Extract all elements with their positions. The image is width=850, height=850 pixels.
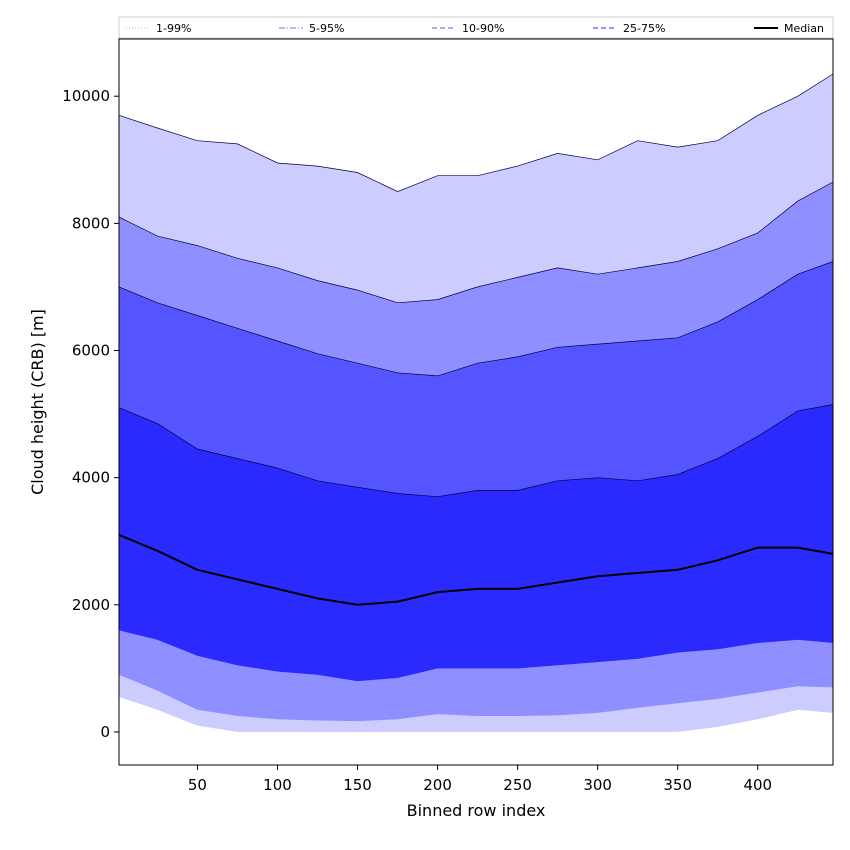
x-axis: 50 100 150 200 250 300 350 400 [188, 765, 772, 794]
legend-label: 5-95% [309, 22, 344, 35]
y-tick-label: 10000 [62, 87, 110, 105]
x-tick-label: 200 [423, 776, 452, 794]
x-tick-label: 250 [503, 776, 532, 794]
legend-item: Median [754, 22, 824, 35]
x-tick-label: 400 [743, 776, 772, 794]
legend-label: 10-90% [462, 22, 504, 35]
y-axis-label: Cloud height (CRB) [m] [28, 309, 47, 495]
median-line [118, 533, 834, 606]
y-tick-label: 8000 [72, 214, 110, 232]
band-upper-edge-10-90% [118, 261, 834, 377]
y-tick-label: 2000 [72, 596, 110, 614]
x-tick-label: 350 [663, 776, 692, 794]
y-tick-label: 4000 [72, 469, 110, 487]
x-tick-label: 300 [583, 776, 612, 794]
band-upper-edge-1-99% [118, 73, 834, 192]
bands-layer [118, 73, 834, 732]
legend-label: 25-75% [623, 22, 665, 35]
band-upper-edge-25-75% [118, 404, 834, 498]
y-tick-label: 0 [100, 723, 110, 741]
legend-item: 1-99% [126, 22, 191, 35]
legend-label: Median [784, 22, 824, 35]
plot-frame [118, 38, 834, 766]
x-tick-label: 50 [188, 776, 207, 794]
x-tick-label: 150 [343, 776, 372, 794]
band-25-75% [119, 404, 833, 682]
band-upper-edge-5-95% [118, 181, 834, 304]
legend-item: 5-95% [279, 22, 344, 35]
legend-item: 25-75% [593, 22, 665, 35]
y-tick-label: 6000 [72, 342, 110, 360]
legend: 1-99% 5-95% 10-90% 25-75% Median [118, 16, 834, 39]
x-tick-label: 100 [263, 776, 292, 794]
median-layer [118, 533, 834, 606]
y-axis: 0 2000 4000 6000 8000 10000 [62, 87, 119, 741]
legend-box [118, 16, 834, 39]
x-axis-label: Binned row index [407, 801, 546, 820]
legend-item: 10-90% [432, 22, 504, 35]
legend-label: 1-99% [156, 22, 191, 35]
